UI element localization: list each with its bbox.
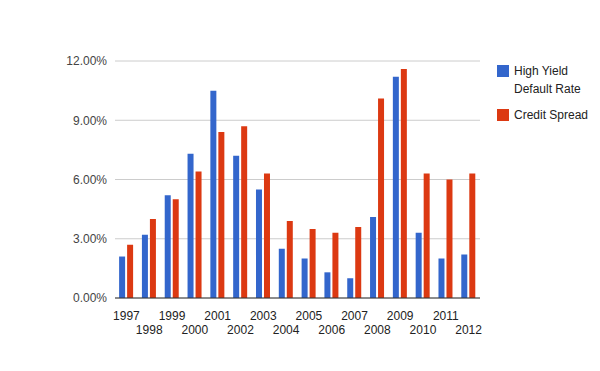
svg-text:2004: 2004 [273, 323, 300, 337]
svg-text:0.00%: 0.00% [73, 291, 107, 305]
svg-text:3.00%: 3.00% [73, 232, 107, 246]
svg-text:2007: 2007 [341, 309, 368, 323]
svg-text:2010: 2010 [410, 323, 437, 337]
svg-text:2001: 2001 [204, 309, 231, 323]
svg-text:1998: 1998 [136, 323, 163, 337]
svg-text:2009: 2009 [387, 309, 414, 323]
svg-text:2003: 2003 [250, 309, 277, 323]
svg-text:2011: 2011 [433, 309, 459, 323]
svg-text:1999: 1999 [159, 309, 186, 323]
svg-text:2012: 2012 [455, 323, 482, 337]
html-text:Credit Spread: Credit Spread [514, 108, 588, 122]
svg-text:2005: 2005 [296, 309, 323, 323]
svg-text:1997: 1997 [113, 309, 140, 323]
svg-text:2008: 2008 [364, 323, 391, 337]
svg-text:2000: 2000 [181, 323, 208, 337]
svg-text:9.00%: 9.00% [73, 114, 107, 128]
svg-text:2006: 2006 [318, 323, 345, 337]
svg-text:2002: 2002 [227, 323, 254, 337]
html-text:High Yield Default Rate: High Yield Default Rate [514, 64, 581, 96]
svg-text:6.00%: 6.00% [73, 173, 107, 187]
svg-text:12.00%: 12.00% [66, 54, 107, 68]
